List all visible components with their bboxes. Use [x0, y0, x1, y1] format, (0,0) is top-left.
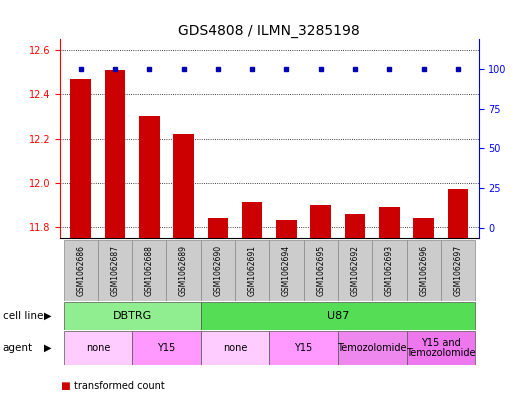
Bar [98, 240, 132, 301]
Bar [208, 218, 228, 238]
Text: GSM1062686: GSM1062686 [76, 245, 85, 296]
Text: GSM1062696: GSM1062696 [419, 244, 428, 296]
Text: U87: U87 [327, 311, 349, 321]
Text: Temozolomide: Temozolomide [337, 343, 407, 353]
Text: none: none [86, 343, 110, 353]
Bar [345, 213, 366, 238]
Bar [338, 240, 372, 301]
Text: none: none [223, 343, 247, 353]
Text: transformed count: transformed count [74, 381, 165, 391]
Bar [64, 331, 132, 365]
Bar [372, 240, 406, 301]
Bar [242, 202, 263, 238]
Text: GSM1062692: GSM1062692 [350, 245, 360, 296]
Bar [71, 79, 91, 238]
Bar [173, 134, 194, 238]
Bar [201, 240, 235, 301]
Text: cell line: cell line [3, 311, 43, 321]
Bar [139, 116, 160, 238]
Text: ▶: ▶ [44, 311, 52, 321]
Text: Y15 and
Temozolomide: Y15 and Temozolomide [406, 338, 475, 358]
Text: DBTRG: DBTRG [112, 311, 152, 321]
Text: GSM1062694: GSM1062694 [282, 244, 291, 296]
Bar [105, 70, 126, 238]
Text: GSM1062690: GSM1062690 [213, 244, 222, 296]
Bar [311, 205, 331, 238]
Text: GSM1062697: GSM1062697 [453, 244, 462, 296]
Bar [64, 302, 201, 330]
Text: GSM1062688: GSM1062688 [145, 245, 154, 296]
Bar [132, 331, 201, 365]
Bar [304, 240, 338, 301]
Bar [269, 240, 304, 301]
Text: ■: ■ [60, 381, 70, 391]
Title: GDS4808 / ILMN_3285198: GDS4808 / ILMN_3285198 [178, 24, 360, 38]
Bar [441, 240, 475, 301]
Text: GSM1062693: GSM1062693 [385, 244, 394, 296]
Bar [201, 331, 269, 365]
Text: Y15: Y15 [157, 343, 176, 353]
Bar [201, 302, 475, 330]
Bar [64, 240, 98, 301]
Bar [132, 240, 166, 301]
Text: GSM1062695: GSM1062695 [316, 244, 325, 296]
Bar [166, 240, 201, 301]
Bar [406, 331, 475, 365]
Text: GSM1062691: GSM1062691 [248, 245, 257, 296]
Bar [269, 331, 338, 365]
Bar [235, 240, 269, 301]
Text: GSM1062689: GSM1062689 [179, 245, 188, 296]
Text: agent: agent [3, 343, 33, 353]
Bar [276, 220, 297, 238]
Bar [379, 207, 400, 238]
Bar [406, 240, 441, 301]
Text: Y15: Y15 [294, 343, 313, 353]
Bar [413, 218, 434, 238]
Bar [338, 331, 406, 365]
Text: ▶: ▶ [44, 343, 52, 353]
Bar [448, 189, 468, 238]
Text: GSM1062687: GSM1062687 [110, 245, 120, 296]
